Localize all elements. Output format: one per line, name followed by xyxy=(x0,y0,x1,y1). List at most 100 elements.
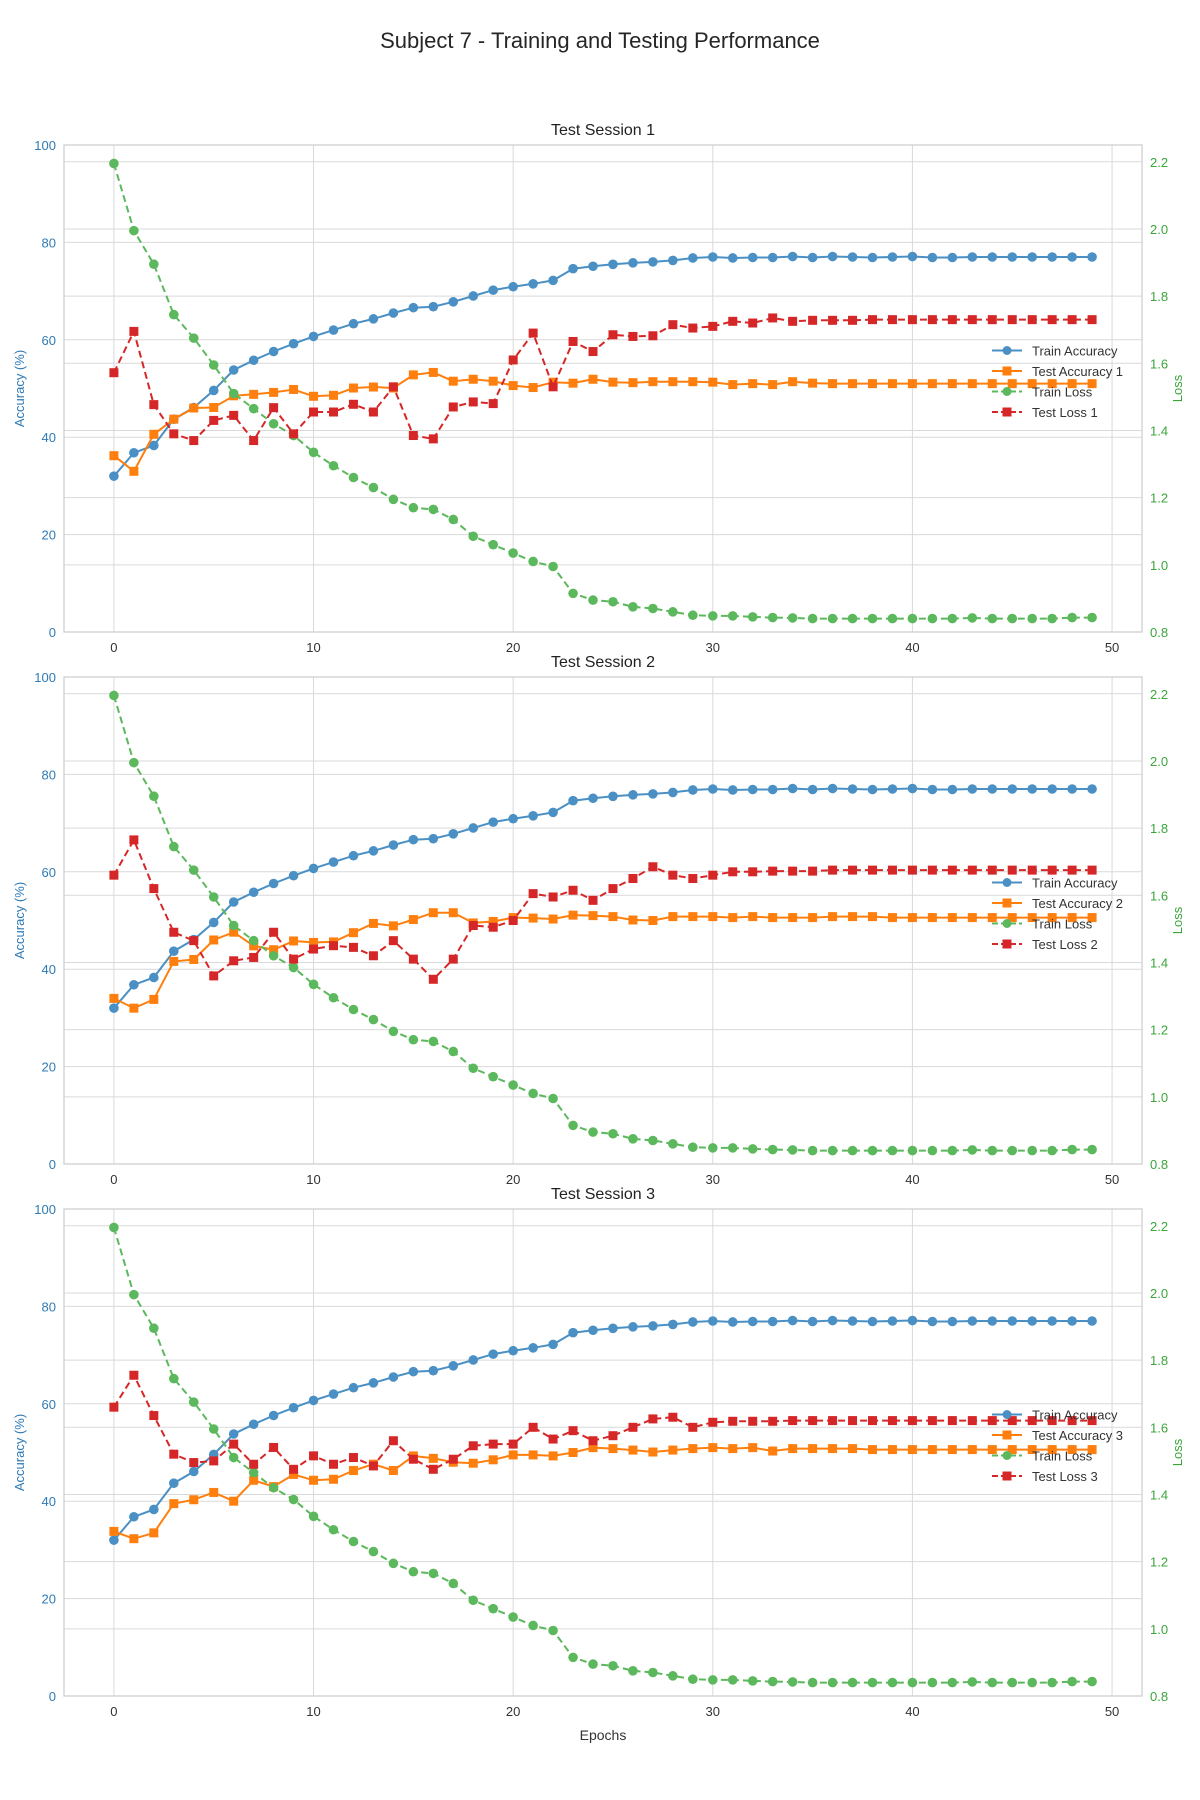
data-point xyxy=(648,916,658,925)
legend-label: Train Loss xyxy=(1032,385,1093,400)
data-point xyxy=(668,1139,678,1149)
y-tick-label: 0 xyxy=(49,1689,56,1704)
data-point xyxy=(788,866,798,876)
y-axis-label: Accuracy (%) xyxy=(12,882,27,959)
data-point xyxy=(827,1145,838,1156)
data-point xyxy=(728,380,738,390)
data-point xyxy=(368,407,378,417)
data-point xyxy=(428,367,438,377)
data-point xyxy=(987,1416,997,1426)
data-point xyxy=(1067,1144,1077,1155)
y-tick-label: 80 xyxy=(42,1299,56,1314)
data-point xyxy=(827,783,838,794)
data-point xyxy=(468,531,479,542)
data-point xyxy=(767,1316,778,1327)
data-point xyxy=(488,1455,498,1465)
data-point xyxy=(588,1127,598,1137)
data-point xyxy=(827,1677,838,1688)
data-point xyxy=(568,795,578,806)
data-point xyxy=(947,913,957,923)
data-point xyxy=(468,1355,479,1365)
data-point xyxy=(468,374,478,384)
data-point xyxy=(468,1441,478,1451)
data-point xyxy=(249,389,259,399)
data-point xyxy=(768,380,778,390)
data-point xyxy=(727,1317,738,1327)
data-point xyxy=(927,379,937,389)
plot-frame xyxy=(63,1208,1143,1697)
data-point xyxy=(308,331,319,342)
data-point xyxy=(608,1128,618,1139)
data-point xyxy=(967,613,978,623)
data-point xyxy=(887,1316,898,1326)
data-point xyxy=(628,790,638,800)
series-line-1 xyxy=(113,911,1093,1010)
data-point xyxy=(568,1448,578,1457)
data-point xyxy=(308,1395,319,1406)
data-point xyxy=(947,315,957,325)
data-point xyxy=(468,823,479,833)
data-point xyxy=(388,1558,399,1569)
data-point xyxy=(1087,784,1097,794)
data-point xyxy=(568,1652,578,1663)
data-point xyxy=(189,936,199,946)
data-point xyxy=(787,1315,798,1326)
data-point xyxy=(808,1444,818,1454)
data-point xyxy=(528,913,538,923)
data-point xyxy=(747,1316,758,1327)
data-point xyxy=(947,1316,958,1327)
data-point xyxy=(987,1145,998,1156)
data-point xyxy=(788,1416,798,1426)
data-point xyxy=(1027,1445,1037,1455)
data-point xyxy=(229,927,239,937)
data-point xyxy=(149,972,159,983)
data-point xyxy=(727,611,738,621)
data-point xyxy=(308,447,319,458)
data-point xyxy=(348,383,358,393)
data-point xyxy=(847,1677,858,1688)
data-point xyxy=(668,870,678,880)
legend-label: Train Loss xyxy=(1032,917,1093,932)
y-tick-label: 60 xyxy=(42,333,56,348)
data-point xyxy=(1007,1677,1018,1688)
data-point xyxy=(967,1145,978,1155)
data-point xyxy=(668,1319,678,1330)
data-point xyxy=(109,1402,119,1412)
data-point xyxy=(149,884,159,894)
data-point xyxy=(209,1456,219,1466)
panel-title: Test Session 3 xyxy=(551,1186,655,1203)
data-point xyxy=(1067,379,1077,389)
data-point xyxy=(1087,315,1097,325)
data-point xyxy=(588,1325,598,1336)
data-point xyxy=(269,403,279,413)
data-point xyxy=(528,1450,538,1460)
data-point xyxy=(1087,1316,1097,1326)
data-point xyxy=(568,378,578,388)
data-point xyxy=(189,1495,199,1505)
data-point xyxy=(229,1439,239,1449)
data-point xyxy=(947,1416,957,1426)
data-point xyxy=(1067,252,1077,262)
data-point xyxy=(1007,613,1018,624)
y2-tick-label: 1.4 xyxy=(1150,423,1168,438)
data-point xyxy=(848,912,858,922)
data-point xyxy=(1087,1416,1097,1426)
data-point xyxy=(568,1426,578,1436)
data-point xyxy=(668,320,678,330)
data-point xyxy=(309,391,319,401)
data-point xyxy=(828,379,838,389)
data-point xyxy=(508,355,518,365)
data-point xyxy=(628,378,638,388)
data-point xyxy=(907,1416,917,1426)
data-point xyxy=(887,613,898,624)
data-point xyxy=(428,1453,438,1463)
data-point xyxy=(1027,1677,1038,1688)
data-point xyxy=(149,1323,159,1334)
data-point xyxy=(229,1496,239,1506)
data-point xyxy=(129,979,139,990)
data-point xyxy=(967,1416,977,1426)
data-point xyxy=(288,962,299,973)
data-point xyxy=(588,347,598,357)
data-point xyxy=(907,1677,918,1688)
